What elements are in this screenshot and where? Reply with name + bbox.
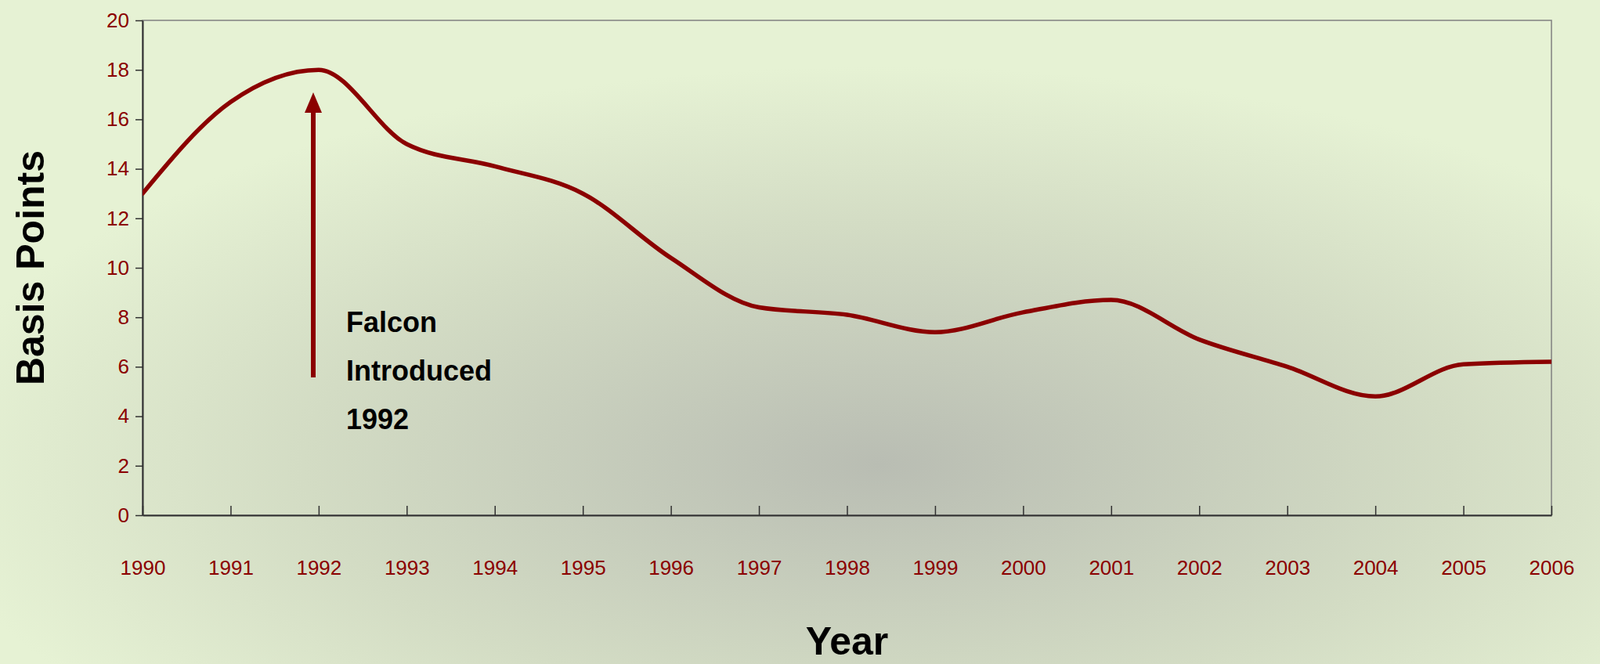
y-tick-mark — [135, 20, 143, 22]
y-tick: 6 — [118, 354, 143, 379]
y-tick: 2 — [118, 454, 143, 478]
x-tick-label: 2001 — [1088, 556, 1135, 580]
x-tick: 2004 — [1353, 505, 1399, 580]
y-tick: 0 — [118, 503, 143, 528]
y-axis-title: Basis Points — [8, 150, 53, 386]
y-tick-mark — [135, 218, 143, 221]
x-tick-mark — [494, 505, 497, 516]
y-tick: 4 — [118, 404, 143, 428]
y-tick: 8 — [118, 305, 143, 329]
x-tick-mark — [1022, 505, 1025, 516]
y-tick-label: 10 — [106, 256, 130, 280]
x-tick-label: 2000 — [1000, 556, 1047, 580]
x-tick-label: 1995 — [560, 556, 607, 580]
y-tick-label: 14 — [106, 156, 130, 181]
x-tick: 2001 — [1088, 505, 1135, 580]
x-tick-mark — [1286, 505, 1289, 516]
y-tick-label: 20 — [106, 8, 130, 33]
x-tick: 1992 — [296, 505, 342, 580]
y-tick-mark — [135, 267, 143, 270]
x-tick: 2000 — [1000, 505, 1047, 580]
x-tick-mark — [935, 505, 937, 516]
x-tick-mark — [406, 505, 409, 516]
y-tick-label: 16 — [106, 107, 130, 131]
annotation-line: Introduced — [346, 354, 492, 387]
x-tick: 2002 — [1177, 505, 1223, 580]
x-tick: 1994 — [472, 505, 518, 580]
annotation-line: 1992 — [346, 403, 409, 436]
chart: 1990 1991 1992 1993 1994 1995 1996 1997 1998 1999… — [0, 0, 1600, 664]
annotation-arrowhead — [304, 92, 322, 113]
y-tick: 20 — [106, 8, 143, 33]
y-tick: 14 — [106, 156, 143, 181]
x-tick-label: 2003 — [1264, 556, 1311, 580]
y-tick-label: 0 — [118, 503, 130, 528]
x-tick: 1995 — [560, 505, 607, 580]
x-tick-mark — [758, 505, 761, 516]
x-tick-label: 1997 — [736, 556, 783, 580]
y-tick-label: 12 — [106, 206, 130, 231]
x-tick-mark — [1462, 505, 1465, 516]
x-tick-mark — [670, 505, 672, 516]
x-tick-label: 1992 — [296, 556, 342, 580]
y-tick-mark — [135, 317, 143, 319]
x-tick-mark — [318, 505, 321, 516]
y-tick: 12 — [106, 206, 143, 231]
y-tick-mark — [135, 415, 143, 418]
y-tick-mark — [135, 515, 143, 517]
x-tick-label: 2002 — [1177, 556, 1223, 580]
x-tick-label: 2004 — [1353, 556, 1399, 580]
x-axis: 1990 1991 1992 1993 1994 1995 1996 1997 1998 1999… — [120, 505, 1575, 580]
x-tick-label: 1990 — [120, 556, 167, 580]
x-tick-label: 2005 — [1441, 556, 1487, 580]
x-tick-label: 1991 — [208, 556, 254, 580]
plot-frame — [142, 20, 1552, 516]
x-tick: 1999 — [913, 505, 959, 580]
y-tick: 16 — [106, 107, 143, 131]
x-tick-mark — [582, 505, 585, 516]
y-tick-mark — [135, 119, 143, 121]
x-tick-mark — [230, 505, 232, 516]
plot: 1990 1991 1992 1993 1994 1995 1996 1997 1998 1999… — [106, 8, 1575, 581]
x-tick-mark — [846, 505, 849, 516]
y-tick-label: 4 — [118, 404, 130, 428]
x-tick-mark — [1375, 505, 1377, 516]
x-tick-mark — [1199, 505, 1201, 516]
y-axis: 0 2 4 6 8 10 12 14 16 18 20 — [106, 8, 143, 528]
y-tick-mark — [135, 168, 143, 170]
y-tick: 18 — [106, 57, 143, 82]
x-tick-label: 1994 — [472, 556, 518, 580]
x-tick-label: 1998 — [824, 556, 871, 580]
y-tick-mark — [135, 465, 143, 468]
annotation-arrow — [310, 109, 316, 378]
x-axis-title: Year — [805, 619, 889, 664]
annotation-line: Falcon — [346, 306, 438, 339]
y-tick-label: 2 — [118, 454, 130, 478]
y-tick-label: 18 — [106, 57, 130, 82]
y-tick-mark — [135, 366, 143, 369]
y-tick: 10 — [106, 256, 143, 280]
data-line — [142, 69, 1552, 397]
x-tick: 1998 — [824, 505, 871, 580]
x-tick-label: 2006 — [1529, 556, 1575, 580]
x-tick: 1997 — [736, 505, 783, 580]
x-tick-mark — [1111, 505, 1113, 516]
x-tick: 2006 — [1529, 505, 1575, 580]
y-tick-mark — [135, 69, 143, 72]
background — [0, 0, 1600, 664]
annotation: Falcon Introduced 1992 — [346, 306, 492, 436]
series-group — [142, 69, 1552, 397]
x-tick: 1996 — [648, 505, 694, 580]
x-tick-label: 1993 — [384, 556, 430, 580]
y-tick-label: 8 — [118, 305, 130, 329]
x-tick: 1993 — [384, 505, 430, 580]
x-tick: 2003 — [1264, 505, 1311, 580]
x-tick-mark — [1551, 505, 1554, 516]
x-tick: 1991 — [208, 505, 254, 580]
x-tick: 2005 — [1441, 505, 1487, 580]
x-tick-label: 1999 — [913, 556, 959, 580]
x-tick-label: 1996 — [648, 556, 694, 580]
y-tick-label: 6 — [118, 354, 130, 379]
